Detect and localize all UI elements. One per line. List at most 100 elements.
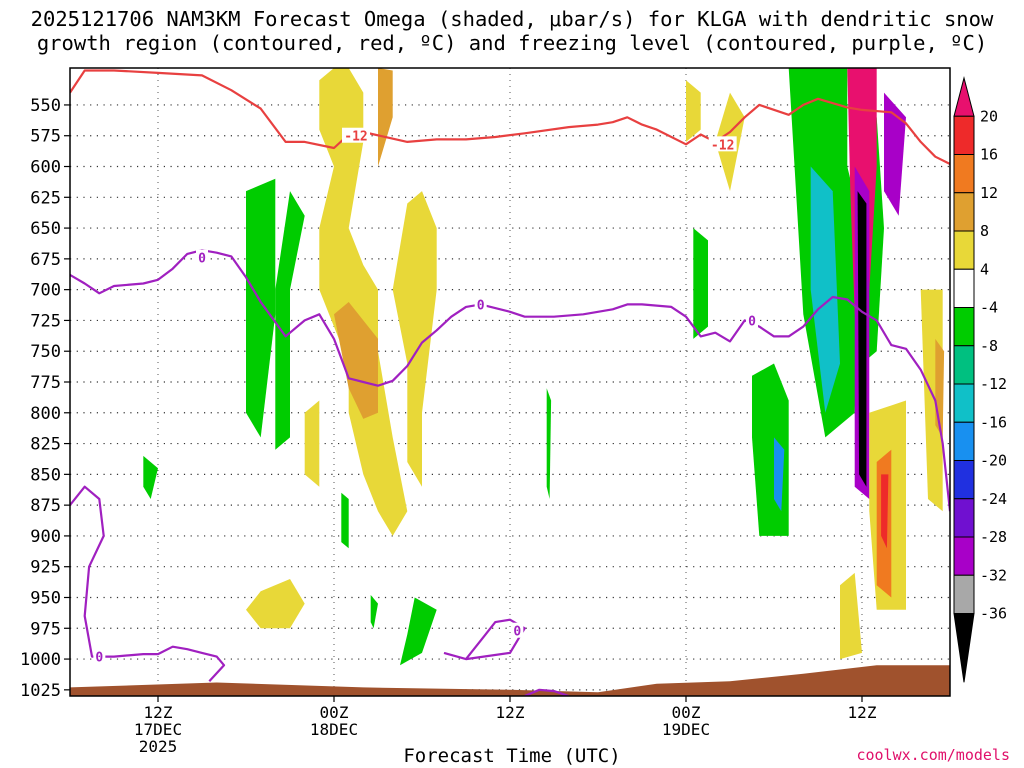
colorbar-bin <box>953 421 975 461</box>
colorbar-label: -12 <box>980 375 1007 393</box>
colorbar: 20 16 12 8 4 -4 -8 -12 -16 -20 -24 -28 -32 -36 <box>953 76 1007 683</box>
omega-region <box>319 68 408 536</box>
contour-label: 0 <box>198 252 206 267</box>
x-tick-label: 12Z <box>848 703 877 722</box>
contour-label: 0 <box>513 625 521 640</box>
x-tick-label: 00Z <box>672 703 701 722</box>
y-tick-label: 750 <box>30 342 61 362</box>
y-tick-label: 775 <box>30 373 61 393</box>
y-tick-label: 850 <box>30 465 61 485</box>
y-tick-label: 800 <box>30 404 61 424</box>
colorbar-bin <box>953 574 975 614</box>
y-tick-label: 1000 <box>20 650 61 670</box>
omega-region <box>686 80 701 142</box>
x-tick-label: 12Z <box>496 703 525 722</box>
y-tick-label: 825 <box>30 435 61 455</box>
x-axis-title: Forecast Time (UTC) <box>403 745 621 767</box>
contour-labels: -12 -12 0 0 0 0 0 <box>93 127 758 666</box>
omega-region <box>246 579 305 629</box>
omega-region <box>400 597 437 666</box>
omega-region <box>334 302 378 419</box>
omega-region <box>884 92 906 216</box>
colorbar-label: -20 <box>980 452 1007 470</box>
contour-label: -12 <box>711 138 734 153</box>
contour-label-bg <box>474 296 487 312</box>
colorbar-bin <box>953 345 975 385</box>
x-tick-label: 19DEC <box>662 720 710 739</box>
y-tick-label: 975 <box>30 619 61 639</box>
omega-region <box>881 474 889 549</box>
colorbar-label: -4 <box>980 299 998 317</box>
y-tick-label: 600 <box>30 158 61 178</box>
omega-region <box>246 178 276 438</box>
x-tick-label: 2025 <box>139 737 178 756</box>
omega-region <box>392 191 437 487</box>
contours <box>70 69 950 696</box>
colorbar-bin <box>953 115 975 155</box>
omega-region <box>810 166 840 413</box>
contour-line-freezing_0C_loop <box>443 618 526 661</box>
y-tick-label: 875 <box>30 496 61 516</box>
y-tick-label: 675 <box>30 250 61 270</box>
terrain <box>70 665 950 696</box>
colorbar-label: 8 <box>980 222 989 240</box>
credit-text: coolwx.com/models <box>856 746 1010 764</box>
x-tick-label: 18DEC <box>310 720 358 739</box>
colorbar-top-arrow <box>953 76 975 117</box>
contour-label-bg <box>746 312 758 328</box>
omega-shading <box>70 68 950 696</box>
contour-label-bg <box>93 648 106 664</box>
colorbar-label: -24 <box>980 490 1007 508</box>
omega-region <box>275 191 305 450</box>
omega-region <box>693 228 708 339</box>
colorbar-bin <box>953 268 975 308</box>
y-axis: 550 575 600 625 650 675 700 725 750 775 800 825 850 8… <box>20 96 70 701</box>
contour-line-freezing_0C_west <box>70 485 226 682</box>
colorbar-label: 12 <box>980 184 998 202</box>
colorbar-bin <box>953 307 975 347</box>
y-tick-label: 650 <box>30 219 61 239</box>
contour-label: 0 <box>95 651 103 666</box>
colorbar-bottom-arrow <box>953 613 975 683</box>
colorbar-bin <box>953 498 975 538</box>
contour-label: 0 <box>748 314 756 329</box>
omega-region <box>546 388 552 499</box>
contour-label: -12 <box>344 130 367 145</box>
contour-label-bg <box>196 249 208 265</box>
omega-region <box>370 595 378 629</box>
omega-region <box>143 455 158 499</box>
colorbar-label: -28 <box>980 528 1007 546</box>
x-tick-label: 17DEC <box>134 720 182 739</box>
y-tick-label: 900 <box>30 527 61 547</box>
omega-region <box>378 68 393 167</box>
colorbar-label: -32 <box>980 566 1007 584</box>
omega-region <box>304 400 320 487</box>
y-tick-label: 625 <box>30 188 61 208</box>
y-tick-label: 725 <box>30 311 61 331</box>
chart-title-line-1: 2025121706 NAM3KM Forecast Omega (shaded… <box>30 7 994 31</box>
y-tick-label: 575 <box>30 127 61 147</box>
y-tick-label: 950 <box>30 588 61 608</box>
colorbar-bin <box>953 383 975 423</box>
colorbar-bin <box>953 154 975 194</box>
contour-line-dendritic_-12C <box>70 69 950 165</box>
colorbar-label: 16 <box>980 146 998 164</box>
contour-label-bg <box>342 127 370 143</box>
contour-line-freezing_0C_sfc <box>524 688 570 696</box>
contour-label-bg <box>511 622 524 638</box>
colorbar-bin <box>953 230 975 270</box>
omega-region <box>840 572 862 660</box>
colorbar-label: 4 <box>980 260 989 278</box>
y-tick-label: 550 <box>30 96 61 116</box>
colorbar-bin <box>953 536 975 576</box>
omega-region <box>341 492 349 549</box>
contour-label-bg <box>708 136 737 152</box>
colorbar-bin <box>953 192 975 232</box>
omega-region <box>857 191 867 487</box>
contour-line-freezing_0C <box>70 249 950 512</box>
y-tick-label: 1025 <box>20 681 61 701</box>
colorbar-bin <box>953 460 975 500</box>
x-tick-label: 00Z <box>320 703 349 722</box>
